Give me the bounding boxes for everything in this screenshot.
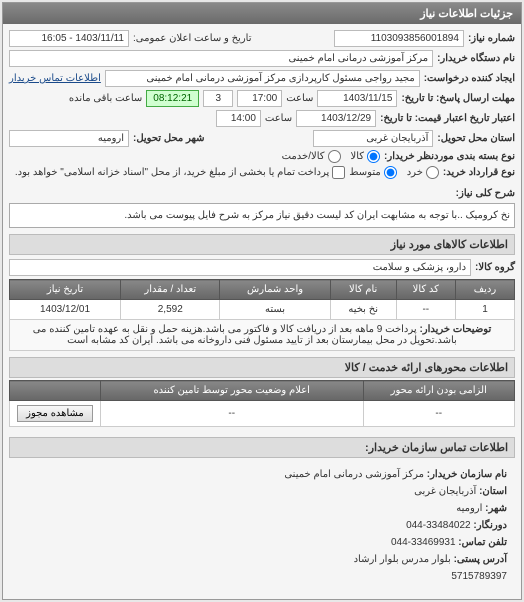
th-unit: واحد شمارش	[220, 280, 330, 300]
buytype-radio-group: خرد متوسط	[349, 166, 439, 179]
radio-medium-input[interactable]	[384, 166, 397, 179]
value-deadline-date: 1403/11/15	[317, 90, 397, 107]
clabel-org: نام سازمان خریدار:	[427, 469, 507, 480]
cval-postcode: 5715789397	[451, 571, 507, 582]
goods-table: ردیف کد کالا نام کالا واحد شمارش تعداد /…	[9, 279, 515, 351]
label-validity: اعتبار تاریخ اعتبار قیمت: تا تاریخ:	[380, 113, 515, 124]
label-reg-requester: ایجاد کننده درخواست:	[424, 73, 515, 84]
label-req-no: شماره نیاز:	[468, 33, 515, 44]
label-buyer-notes: توضیحات خریدار:	[419, 324, 491, 335]
goods-info-title: اطلاعات کالاهای مورد نیاز	[9, 234, 515, 255]
axis-table-row: -- -- مشاهده مجوز	[10, 401, 515, 427]
cval-postal: بلوار مدرس بلوار ارشاد	[354, 554, 451, 565]
details-panel: جزئیات اطلاعات نیاز شماره نیاز: 11030938…	[2, 2, 522, 600]
th-row: ردیف	[455, 280, 514, 300]
radio-service[interactable]: کالا/خدمت	[282, 150, 341, 163]
cval-phone2: 33469931-044	[391, 537, 456, 548]
radio-small[interactable]: خرد	[407, 166, 439, 179]
value-delivery-province: آذربایجان غربی	[313, 130, 433, 147]
label-remaining: ساعت باقی مانده	[69, 93, 142, 104]
axis-th-3	[10, 381, 101, 401]
clabel-city: شهر:	[485, 503, 507, 514]
label-delivery-province: استان محل تحویل:	[437, 133, 515, 144]
cval-phone: 33484022-044	[406, 520, 471, 531]
axis-section-title: اطلاعات محورهای ارائه خدمت / کالا	[9, 357, 515, 378]
label-time2: ساعت	[265, 113, 292, 124]
value-buyer-device: مرکز آموزشی درمانی امام خمینی	[9, 50, 433, 67]
label-delivery-city: شهر محل تحویل:	[133, 133, 205, 144]
th-date: تاریخ نیاز	[10, 280, 121, 300]
label-main-desc: شرح کلی نیاز:	[456, 188, 515, 199]
radio-service-input[interactable]	[328, 150, 341, 163]
th-name: نام کالا	[330, 280, 396, 300]
radio-goods[interactable]: کالا	[351, 150, 381, 163]
value-req-no: 1103093856001894	[334, 30, 464, 47]
value-announce: 1403/11/11 - 16:05	[9, 30, 129, 47]
radio-medium[interactable]: متوسط	[349, 166, 396, 179]
clabel-phone2: تلفن تماس:	[458, 537, 507, 548]
label-budget-type: نوع بسته بندی موردنظر خریدار:	[384, 151, 515, 162]
countdown-timer: 08:12:21	[146, 90, 199, 107]
value-reg-requester: مجید رواجی مسئول کارپردازی مرکز آموزشی د…	[105, 70, 420, 87]
label-buy-type: نوع قرارداد خرید:	[443, 167, 515, 178]
goods-table-row: 1 -- نخ بخیه بسته 2,592 1403/12/01	[10, 300, 515, 320]
cval-prov: آذربایجان غربی	[414, 486, 476, 497]
axis-header-row: الزامی بودن ارائه محور اعلام وضعیت محور …	[10, 381, 515, 401]
goods-table-header-row: ردیف کد کالا نام کالا واحد شمارش تعداد /…	[10, 280, 515, 300]
panel-title: جزئیات اطلاعات نیاز	[3, 3, 521, 24]
value-validity-time: 14:00	[216, 110, 261, 127]
cval-org: مرکز آموزشی درمانی امام خمینی	[284, 469, 424, 480]
contact-section-title: اطلاعات تماس سازمان خریدار:	[9, 437, 515, 458]
value-days-left: 3	[203, 90, 233, 107]
value-buyer-notes: پرداخت 9 ماهه بعد از دریافت کالا و فاکتو…	[33, 324, 457, 346]
th-code: کد کالا	[396, 280, 455, 300]
checkbox-payment[interactable]: پرداخت تمام یا بخشی از مبلغ خرید، از محل…	[15, 166, 345, 179]
clabel-postal: آدرس پستی:	[454, 554, 507, 565]
clabel-prov: استان:	[479, 486, 507, 497]
radio-goods-input[interactable]	[367, 150, 380, 163]
axis-th-1: الزامی بودن ارائه محور	[363, 381, 515, 401]
buyer-contact-link[interactable]: اطلاعات تماس خریدار	[9, 73, 101, 84]
label-announce: تاریخ و ساعت اعلان عمومی:	[133, 33, 252, 44]
th-qty: تعداد / مقدار	[121, 280, 220, 300]
axis-th-2: اعلام وضعیت محور توسط تامین کننده	[100, 381, 363, 401]
label-deadline: مهلت ارسال پاسخ: تا تاریخ:	[401, 93, 515, 104]
budget-radio-group: کالا کالا/خدمت	[282, 150, 380, 163]
form-area: شماره نیاز: 1103093856001894 تاریخ و ساع…	[3, 24, 521, 599]
clabel-phone: دورنگار:	[473, 520, 507, 531]
value-goods-group: دارو، پزشکی و سلامت	[9, 259, 471, 276]
value-deadline-time: 17:00	[237, 90, 282, 107]
axis-table: الزامی بودن ارائه محور اعلام وضعیت محور …	[9, 380, 515, 427]
view-permit-button[interactable]: مشاهده مجوز	[17, 405, 93, 422]
value-delivery-city: ارومیه	[9, 130, 129, 147]
main-desc-box: نخ کرومیک ..با توجه به مشابهت ایران کد ل…	[9, 203, 515, 228]
label-goods-group: گروه کالا:	[475, 262, 515, 273]
label-buyer-device: نام دستگاه خریدار:	[437, 53, 515, 64]
contact-block: نام سازمان خریدار: مرکز آموزشی درمانی ام…	[9, 458, 515, 593]
value-validity-date: 1403/12/29	[296, 110, 376, 127]
checkbox-payment-input[interactable]	[332, 166, 345, 179]
cval-city: ارومیه	[456, 503, 482, 514]
radio-small-input[interactable]	[426, 166, 439, 179]
label-time1: ساعت	[286, 93, 313, 104]
buyer-notes-row: توضیحات خریدار: پرداخت 9 ماهه بعد از دری…	[10, 320, 515, 351]
